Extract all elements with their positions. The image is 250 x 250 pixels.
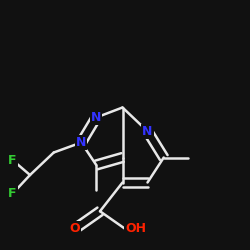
Text: N: N	[142, 125, 153, 138]
Text: N: N	[91, 111, 102, 124]
Text: O: O	[70, 222, 80, 235]
Text: N: N	[76, 136, 86, 149]
Text: F: F	[8, 187, 17, 200]
Text: F: F	[8, 154, 17, 166]
Text: OH: OH	[125, 222, 146, 235]
